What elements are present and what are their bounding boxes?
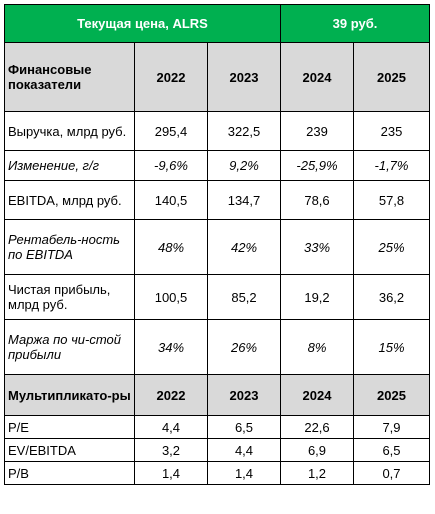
row-label: P/E (4, 415, 135, 439)
table-row: EV/EBITDA 3,2 4,4 6,9 6,5 (4, 438, 430, 462)
cell-value: 36,2 (353, 274, 430, 320)
row-label: Маржа по чи-стой прибыли (4, 319, 135, 375)
row-label: EV/EBITDA (4, 438, 135, 462)
cell-value: 134,7 (207, 180, 281, 220)
table-row: Чистая прибыль, млрд руб. 100,5 85,2 19,… (4, 274, 430, 320)
year-header: 2025 (353, 42, 430, 112)
financial-table: Текущая цена, ALRS 39 руб. Финансовые по… (4, 4, 430, 485)
cell-value: 1,4 (207, 461, 281, 485)
table-row: EBITDA, млрд руб. 140,5 134,7 78,6 57,8 (4, 180, 430, 220)
cell-value: 6,9 (280, 438, 354, 462)
cell-value: 4,4 (134, 415, 208, 439)
cell-value: 7,9 (353, 415, 430, 439)
cell-value: 239 (280, 111, 354, 151)
row-label: Изменение, г/г (4, 150, 135, 181)
row-label: P/B (4, 461, 135, 485)
cell-value: 22,6 (280, 415, 354, 439)
price-header-row: Текущая цена, ALRS 39 руб. (4, 4, 430, 43)
row-label: Выручка, млрд руб. (4, 111, 135, 151)
table-row: P/B 1,4 1,4 1,2 0,7 (4, 461, 430, 485)
table-row: Выручка, млрд руб. 295,4 322,5 239 235 (4, 111, 430, 151)
mult-section-header: Мультипликато-ры 2022 2023 2024 2025 (4, 374, 430, 416)
cell-value: 34% (134, 319, 208, 375)
cell-value: 8% (280, 319, 354, 375)
current-price-value: 39 руб. (280, 4, 430, 43)
row-label: Рентабель-ность по EBITDA (4, 219, 135, 275)
ticker-price-label: Текущая цена, ALRS (4, 4, 281, 43)
cell-value: -1,7% (353, 150, 430, 181)
cell-value: 235 (353, 111, 430, 151)
row-label: Чистая прибыль, млрд руб. (4, 274, 135, 320)
row-label: EBITDA, млрд руб. (4, 180, 135, 220)
table-row: Маржа по чи-стой прибыли 34% 26% 8% 15% (4, 319, 430, 375)
cell-value: 0,7 (353, 461, 430, 485)
year-header: 2024 (280, 42, 354, 112)
cell-value: 57,8 (353, 180, 430, 220)
cell-value: 42% (207, 219, 281, 275)
fin-section-title: Финансовые показатели (4, 42, 135, 112)
table-row: P/E 4,4 6,5 22,6 7,9 (4, 415, 430, 439)
cell-value: 26% (207, 319, 281, 375)
cell-value: 1,4 (134, 461, 208, 485)
cell-value: -9,6% (134, 150, 208, 181)
cell-value: -25,9% (280, 150, 354, 181)
cell-value: 6,5 (353, 438, 430, 462)
mult-section-title: Мультипликато-ры (4, 374, 135, 416)
cell-value: 25% (353, 219, 430, 275)
cell-value: 3,2 (134, 438, 208, 462)
cell-value: 100,5 (134, 274, 208, 320)
table-row: Рентабель-ность по EBITDA 48% 42% 33% 25… (4, 219, 430, 275)
cell-value: 15% (353, 319, 430, 375)
year-header: 2024 (280, 374, 354, 416)
year-header: 2022 (134, 374, 208, 416)
cell-value: 295,4 (134, 111, 208, 151)
cell-value: 19,2 (280, 274, 354, 320)
cell-value: 140,5 (134, 180, 208, 220)
year-header: 2025 (353, 374, 430, 416)
cell-value: 33% (280, 219, 354, 275)
year-header: 2022 (134, 42, 208, 112)
year-header: 2023 (207, 374, 281, 416)
cell-value: 1,2 (280, 461, 354, 485)
cell-value: 78,6 (280, 180, 354, 220)
cell-value: 9,2% (207, 150, 281, 181)
financial-table-container: Текущая цена, ALRS 39 руб. Финансовые по… (4, 4, 430, 485)
cell-value: 4,4 (207, 438, 281, 462)
cell-value: 322,5 (207, 111, 281, 151)
cell-value: 85,2 (207, 274, 281, 320)
cell-value: 6,5 (207, 415, 281, 439)
table-row: Изменение, г/г -9,6% 9,2% -25,9% -1,7% (4, 150, 430, 181)
cell-value: 48% (134, 219, 208, 275)
fin-section-header: Финансовые показатели 2022 2023 2024 202… (4, 42, 430, 112)
year-header: 2023 (207, 42, 281, 112)
